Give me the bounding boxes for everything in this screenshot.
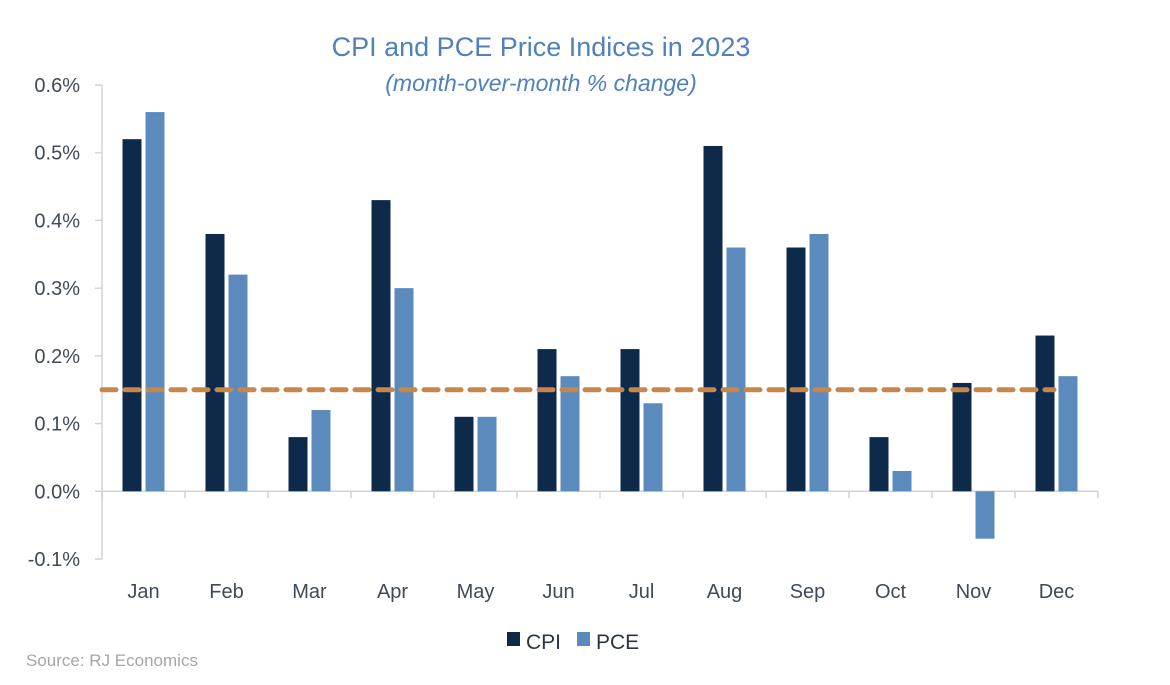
x-tick-label: Jan <box>127 581 159 603</box>
bar-pce-jun <box>560 376 580 492</box>
x-tick-label: Apr <box>377 581 408 603</box>
x-axis: Jan Feb Mar Apr May Jun Jul Aug Sep Oct Nov Dec <box>101 490 1099 603</box>
bar-cpi-nov <box>952 382 972 492</box>
bar-cpi-aug <box>703 145 723 492</box>
bar-cpi-apr <box>371 200 391 492</box>
x-tick-label: Aug <box>707 581 743 603</box>
y-axis: -0.1% 0.0% 0.1% 0.2% 0.3% 0.4% 0.5% 0.6% <box>28 75 103 571</box>
chart-title: CPI and PCE Price Indices in 2023 <box>332 32 751 62</box>
x-tick-label: May <box>457 581 495 603</box>
bar-cpi-mar <box>288 437 308 492</box>
legend-label-cpi: CPI <box>526 631 561 654</box>
x-tick-label: Jul <box>629 581 655 603</box>
legend-swatch-pce <box>577 632 590 646</box>
source-note: Source: RJ Economics <box>26 651 198 670</box>
bar-pce-jul <box>643 403 663 492</box>
x-tick-label: Nov <box>956 581 992 603</box>
y-tick-label: 0.1% <box>34 414 80 436</box>
y-tick-label: 0.3% <box>34 278 80 300</box>
bar-pce-may <box>477 416 497 492</box>
bar-cpi-sep <box>786 247 806 492</box>
bar-pce-aug <box>726 247 746 492</box>
bar-cpi-jun <box>537 349 557 492</box>
x-tick-label: Sep <box>790 581 826 603</box>
x-tick-label: Feb <box>209 581 243 603</box>
bar-pce-oct <box>892 470 912 492</box>
chart-subtitle: (month-over-month % change) <box>385 70 697 96</box>
y-tick-label: 0.0% <box>34 481 80 503</box>
bar-pce-mar <box>311 410 331 492</box>
y-tick-label: 0.4% <box>34 210 80 232</box>
bars <box>122 112 1078 539</box>
bar-cpi-feb <box>205 233 225 492</box>
bar-cpi-jan <box>122 139 142 492</box>
x-tick-label: Dec <box>1039 581 1075 603</box>
bar-cpi-dec <box>1035 335 1055 492</box>
legend-label-pce: PCE <box>596 631 639 654</box>
bar-pce-dec <box>1058 376 1078 492</box>
y-tick-label: -0.1% <box>28 549 80 571</box>
legend-swatch-cpi <box>507 632 520 646</box>
x-tick-label: Oct <box>875 581 907 603</box>
x-tick-label: Mar <box>292 581 327 603</box>
bar-cpi-oct <box>869 437 889 492</box>
bar-pce-nov <box>975 491 995 539</box>
legend: CPI PCE <box>507 631 639 654</box>
bar-pce-sep <box>809 233 829 492</box>
y-tick-label: 0.5% <box>34 143 80 165</box>
bar-cpi-may <box>454 416 474 492</box>
bar-pce-feb <box>228 274 248 492</box>
y-tick-label: 0.6% <box>34 75 80 97</box>
x-tick-label: Jun <box>542 581 574 603</box>
y-tick-label: 0.2% <box>34 346 80 368</box>
bar-pce-jan <box>145 112 165 492</box>
bar-cpi-jul <box>620 349 640 492</box>
